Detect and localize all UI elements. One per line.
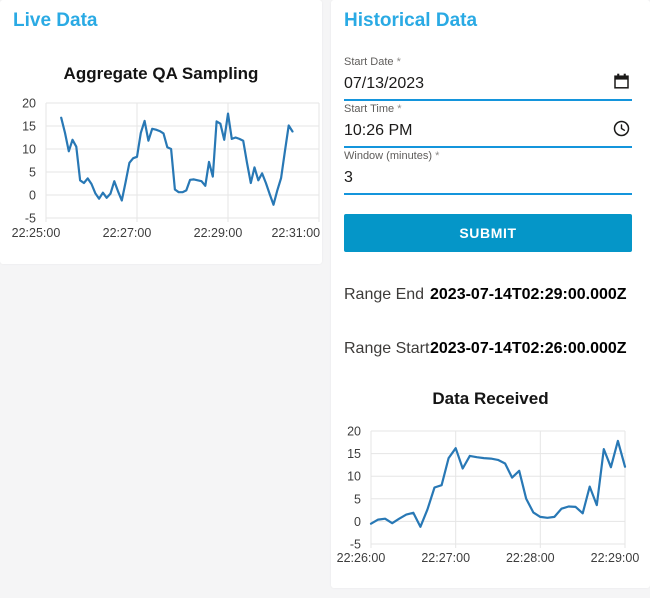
y-tick-label: -5 [25,212,36,226]
calendar-icon[interactable] [613,73,630,90]
start-time-field[interactable]: Start Time * 10:26 PM [344,103,632,148]
range-end-value: 2023-07-14T02:29:00.000Z [430,286,627,303]
x-tick-label: 22:27:00 [421,551,470,565]
start-time-label: Start Time * [344,103,402,115]
historical-data-panel: Historical Data Start Date * 07/13/2023 … [331,0,650,588]
y-tick-label: 20 [22,97,36,111]
live-chart: 20 15 10 5 0 -522:25:00 22:27:00 22:29:00 22:31:… [12,97,321,241]
y-tick-label: 15 [22,120,36,134]
live-data-title: Live Data [13,10,98,31]
live-chart-title: Aggregate QA Sampling [63,64,259,83]
range-start-value: 2023-07-14T02:26:00.000Z [430,340,627,357]
clock-icon[interactable] [613,120,630,137]
live-data-panel: Live Data Aggregate QA Sampling 20 15 10 5 0… [0,0,322,264]
y-tick-label: 10 [22,143,36,157]
x-tick-label: 22:27:00 [103,226,152,240]
start-date-label: Start Date * [344,56,401,68]
x-tick-label: 22:28:00 [506,551,555,565]
range-end-label: Range End [344,286,425,303]
data-line [60,112,294,206]
window-minutes-input[interactable]: 3 [344,169,353,186]
y-tick-label: 0 [354,515,361,529]
y-tick-label: 0 [29,189,36,203]
x-tick-label: 22:31:00 [271,226,320,240]
historical-chart-title: Data Received [432,389,549,408]
required-asterisk: * [397,103,402,115]
start-time-input[interactable]: 10:26 PM [344,122,413,139]
y-tick-label: 20 [347,425,361,439]
y-tick-label: 5 [354,492,361,506]
required-asterisk: * [396,56,401,68]
required-asterisk: * [435,150,440,162]
data-line [369,439,627,528]
y-tick-label: -5 [350,538,361,552]
range-end-row: Range End 2023-07-14T02:29:00.000Z [344,286,627,304]
x-tick-label: 22:29:00 [591,551,640,565]
x-tick-label: 22:29:00 [194,226,243,240]
window-minutes-field[interactable]: Window (minutes) * 3 [344,150,632,195]
start-date-field[interactable]: Start Date * 07/13/2023 [344,56,632,101]
start-date-input[interactable]: 07/13/2023 [344,75,425,92]
submit-button[interactable]: SUBMIT [344,214,632,252]
x-tick-label: 22:25:00 [12,226,61,240]
range-start-row: Range Start 2023-07-14T02:26:00.000Z [344,340,627,358]
window-minutes-label: Window (minutes) * [344,150,440,162]
y-tick-label: 5 [29,166,36,180]
historical-data-title: Historical Data [344,10,478,31]
x-tick-label: 22:26:00 [337,551,386,565]
y-tick-label: 15 [347,447,361,461]
range-start-label: Range Start [344,340,430,357]
historical-chart: 20 15 10 5 0 -522:26:00 22:27:00 22:28:00 22:29:… [337,425,640,566]
y-tick-label: 10 [347,470,361,484]
